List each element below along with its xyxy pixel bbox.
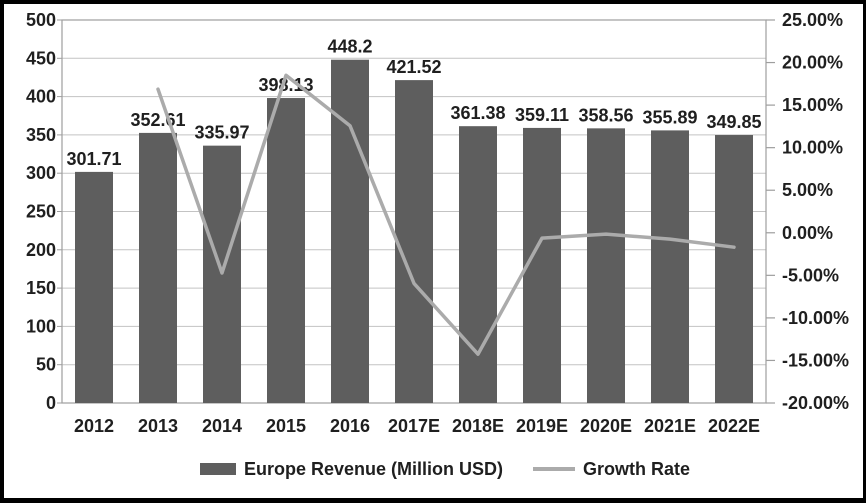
left-axis-tick-label: 300 — [26, 163, 56, 183]
x-axis-label: 2021E — [644, 416, 696, 436]
bar-value-label: 398.13 — [258, 75, 313, 95]
chart-legend: Europe Revenue (Million USD) Growth Rate — [200, 456, 690, 482]
x-axis-label: 2016 — [330, 416, 370, 436]
left-axis-tick-label: 150 — [26, 278, 56, 298]
revenue-bar-2020E — [587, 128, 625, 403]
revenue-bar-2016 — [331, 59, 369, 403]
revenue-bar-2012 — [75, 171, 113, 403]
revenue-bar-2022E — [715, 135, 753, 403]
left-axis-tick-label: 350 — [26, 125, 56, 145]
right-axis-tick-label: -5.00% — [782, 265, 839, 285]
x-axis-label: 2012 — [74, 416, 114, 436]
bar-value-label: 301.71 — [66, 149, 121, 169]
right-axis-tick-label: -15.00% — [782, 350, 849, 370]
bar-value-label: 335.97 — [194, 123, 249, 143]
legend-label-growth-rate: Growth Rate — [583, 458, 691, 479]
bar-value-label: 349.85 — [706, 112, 761, 132]
bar-value-label: 421.52 — [386, 57, 441, 77]
bar-series-swatch — [200, 463, 236, 475]
left-axis-tick-label: 450 — [26, 48, 56, 68]
x-axis-label: 2014 — [202, 416, 242, 436]
bar-value-label: 361.38 — [450, 103, 505, 123]
bar-value-label: 448.2 — [327, 37, 372, 57]
left-axis-tick-label: 250 — [26, 202, 56, 222]
left-axis-tick-label: 400 — [26, 87, 56, 107]
bar-value-label: 358.56 — [578, 105, 633, 125]
right-axis-tick-label: 15.00% — [782, 95, 843, 115]
bar-value-label: 352.61 — [130, 110, 185, 130]
x-axis-label: 2013 — [138, 416, 178, 436]
x-axis-label: 2019E — [516, 416, 568, 436]
bar-value-label: 355.89 — [642, 107, 697, 127]
x-axis-label: 2018E — [452, 416, 504, 436]
x-axis-label: 2020E — [580, 416, 632, 436]
x-axis-label: 2017E — [388, 416, 440, 436]
revenue-bar-2018E — [459, 126, 497, 403]
revenue-bar-2013 — [139, 132, 177, 403]
growth-rate-line — [156, 73, 736, 356]
legend-label-europe-revenue: Europe Revenue (Million USD) — [244, 458, 504, 479]
x-axis-label: 2015 — [266, 416, 306, 436]
legend-item-growth-rate: Growth Rate — [533, 459, 690, 480]
right-axis-tick-label: 0.00% — [782, 223, 833, 243]
left-axis-tick-label: 0 — [46, 393, 56, 413]
line-series-swatch — [533, 467, 576, 471]
right-axis-tick-label: -20.00% — [782, 393, 849, 413]
right-axis-tick-label: -10.00% — [782, 308, 849, 328]
left-axis-tick-label: 50 — [36, 355, 56, 375]
revenue-bar-2015 — [267, 98, 305, 404]
legend-item-europe-revenue: Europe Revenue (Million USD) — [200, 459, 503, 480]
revenue-bar-2021E — [651, 130, 689, 404]
right-axis-tick-label: 10.00% — [782, 138, 843, 158]
x-axis-label: 2022E — [708, 416, 760, 436]
right-axis-tick-label: 5.00% — [782, 180, 833, 200]
left-axis-tick-label: 200 — [26, 240, 56, 260]
revenue-bar-2017E — [395, 80, 433, 404]
right-axis-tick-label: 20.00% — [782, 53, 843, 73]
left-axis-tick-label: 500 — [26, 10, 56, 30]
revenue-bar-2019E — [523, 127, 561, 403]
left-axis-tick-label: 100 — [26, 316, 56, 336]
right-axis-tick-label: 25.00% — [782, 10, 843, 30]
europe-revenue-growth-chart: 50045040035030025020015010050025.00%20.0… — [26, 10, 849, 436]
bar-value-label: 359.11 — [515, 105, 569, 125]
